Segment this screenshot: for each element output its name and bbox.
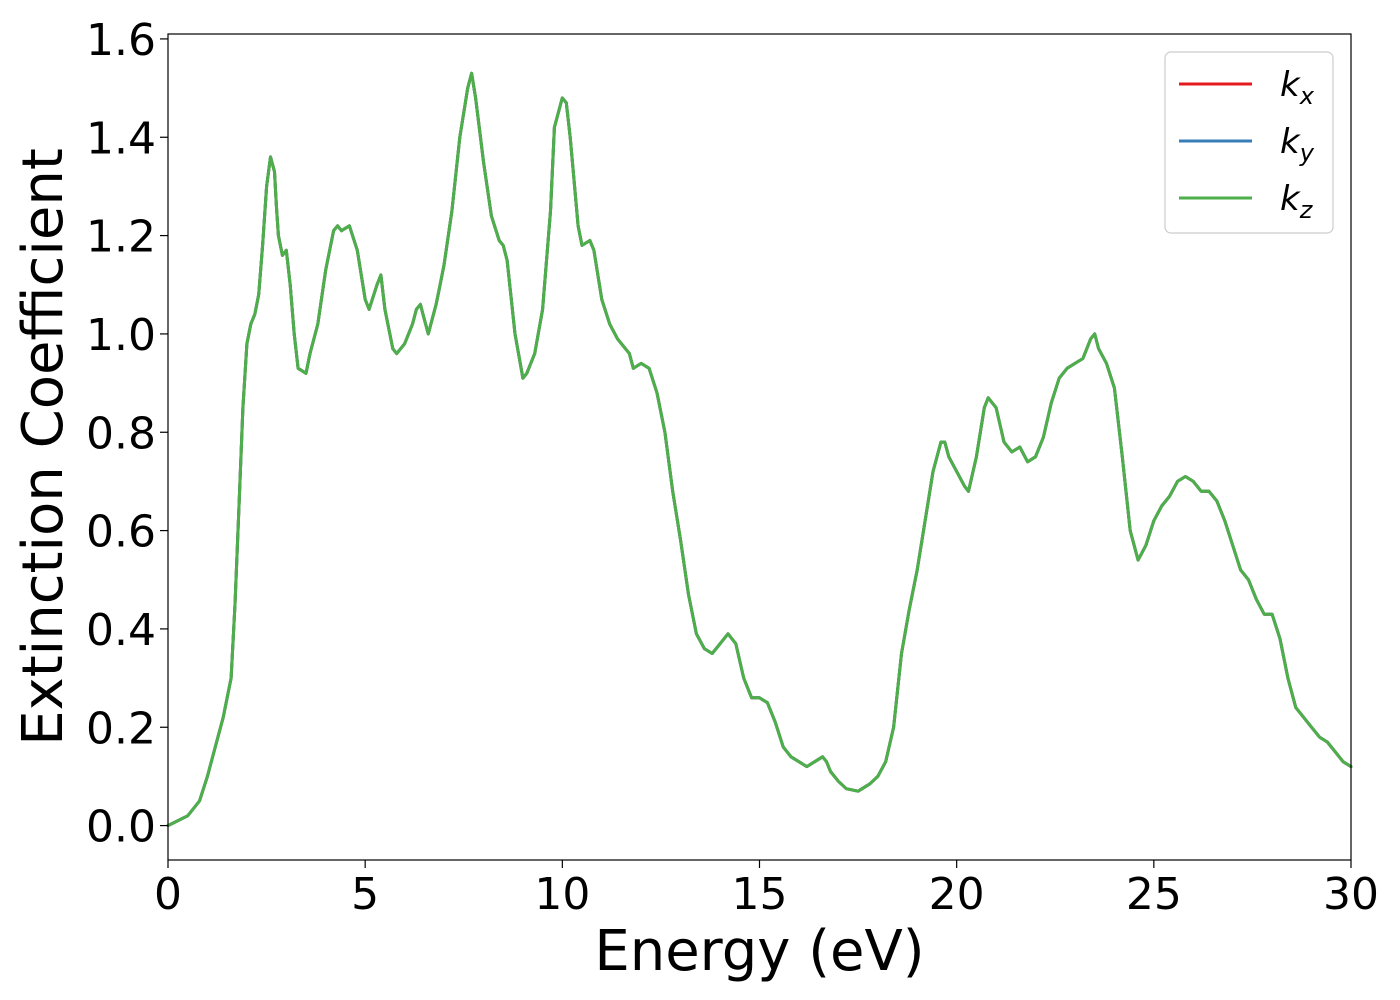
x-tick-label: 20 bbox=[929, 869, 985, 920]
legend-label-base: k bbox=[1280, 65, 1301, 105]
y-tick-label: 0.2 bbox=[86, 703, 156, 754]
x-axis: 0 5 10 15 20 25 30 bbox=[154, 860, 1379, 920]
y-axis: 0.0 0.2 0.4 0.6 0.8 1.0 1.2 1.4 1.6 bbox=[86, 15, 168, 853]
x-tick-label: 25 bbox=[1126, 869, 1182, 920]
y-tick-label: 1.4 bbox=[86, 113, 156, 164]
legend-label: kz bbox=[1280, 179, 1314, 224]
x-tick-label: 0 bbox=[154, 869, 182, 920]
legend-label-subscript: x bbox=[1299, 82, 1315, 110]
y-tick-label: 0.8 bbox=[86, 408, 156, 459]
y-axis-title: Extinction Coefficient bbox=[11, 148, 76, 746]
y-tick-label: 0.6 bbox=[86, 507, 156, 558]
x-tick-label: 30 bbox=[1323, 869, 1379, 920]
legend-label: ky bbox=[1280, 122, 1315, 167]
x-tick-label: 5 bbox=[351, 869, 379, 920]
y-tick-label: 0.0 bbox=[86, 802, 156, 853]
legend-label-subscript: z bbox=[1299, 196, 1314, 224]
y-tick-label: 1.0 bbox=[86, 310, 156, 361]
legend-label-base: k bbox=[1280, 179, 1301, 219]
legend-label-base: k bbox=[1280, 122, 1301, 162]
plot-lines bbox=[166, 71, 1353, 828]
x-tick-label: 10 bbox=[534, 869, 590, 920]
x-axis-title: Energy (eV) bbox=[594, 919, 924, 984]
y-tick-label: 0.4 bbox=[86, 605, 156, 656]
legend-label-subscript: y bbox=[1299, 139, 1315, 167]
x-tick-label: 15 bbox=[732, 869, 788, 920]
y-tick-label: 1.6 bbox=[86, 15, 156, 66]
series-line-kz bbox=[166, 71, 1353, 828]
legend-label: kx bbox=[1280, 65, 1315, 110]
y-tick-label: 1.2 bbox=[86, 212, 156, 263]
